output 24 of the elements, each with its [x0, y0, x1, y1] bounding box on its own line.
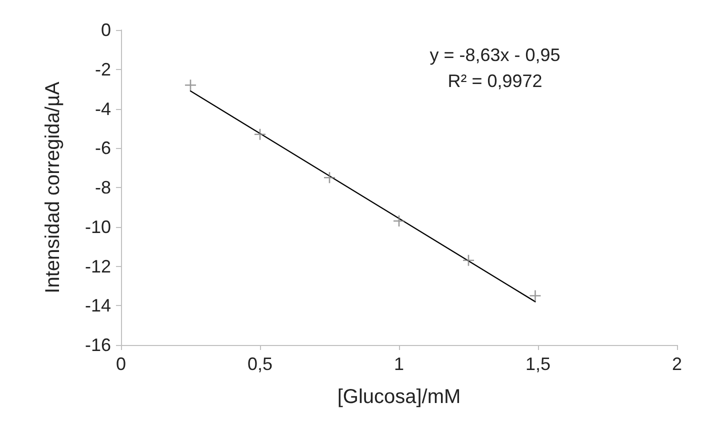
y-tick-label: 0 — [100, 20, 111, 40]
y-tick-label: -14 — [84, 296, 111, 316]
point — [529, 290, 542, 302]
point — [392, 214, 406, 228]
y-tick-label: -2 — [94, 59, 111, 80]
x-tick-label: 2 — [672, 354, 682, 374]
y-tick-label: -8 — [94, 178, 111, 198]
x-axis-title: [Glucosa]/mM — [337, 386, 461, 408]
x-tick-label: 0 — [116, 354, 126, 374]
y-tick-label: -16 — [84, 335, 111, 355]
x-tick-label: 1,5 — [525, 354, 551, 374]
annotation: R² = 0,9972 — [448, 71, 542, 91]
x-tick-label: 1 — [394, 354, 404, 374]
point — [254, 128, 266, 140]
point — [462, 254, 475, 266]
x-tick-label: 0,5 — [247, 354, 273, 374]
point — [323, 172, 336, 184]
y-axis-title: Intensidad corregida/µA — [42, 81, 64, 294]
annotation: y = -8,63x - 0,95 — [430, 45, 560, 65]
y-tick-label: -12 — [84, 256, 111, 276]
y-tick-label: -10 — [84, 216, 111, 237]
y-tick-label: -4 — [94, 98, 111, 119]
point — [184, 78, 197, 92]
y-tick-label: -6 — [94, 138, 111, 158]
